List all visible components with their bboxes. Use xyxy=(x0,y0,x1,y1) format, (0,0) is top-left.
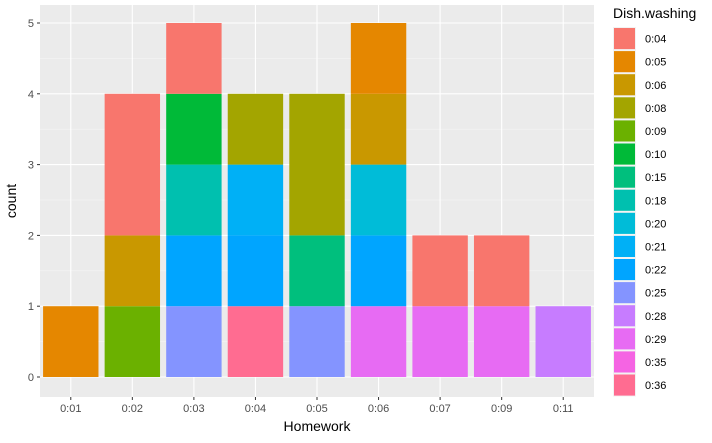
y-tick-label: 2 xyxy=(28,230,34,242)
bar-segment xyxy=(227,164,284,236)
legend-key xyxy=(614,166,635,188)
legend-key xyxy=(614,328,635,350)
legend-label: 0:36 xyxy=(645,380,666,392)
bar-segment xyxy=(412,235,468,307)
legend-key xyxy=(614,212,635,234)
legend-title: Dish.washing xyxy=(613,5,696,21)
legend-label: 0:22 xyxy=(645,265,666,277)
legend-key xyxy=(614,97,635,119)
x-tick-label: 0:11 xyxy=(553,403,574,415)
y-tick-label: 1 xyxy=(28,301,34,313)
legend-label: 0:20 xyxy=(645,218,666,230)
bar-segment xyxy=(166,306,222,377)
legend-key xyxy=(614,143,635,165)
y-axis: 0 1 2 3 4 5 xyxy=(28,18,40,384)
bar-segment xyxy=(412,306,468,377)
legend-label: 0:05 xyxy=(645,57,666,69)
bar-segment xyxy=(350,164,407,236)
x-tick-label: 0:03 xyxy=(183,403,204,415)
y-tick-label: 4 xyxy=(28,89,34,101)
legend-key xyxy=(614,235,635,257)
legend: Dish.washing 0:04 0:05 0:06 0:08 0:09 0:10 0:1… xyxy=(613,5,696,397)
legend-label: 0:25 xyxy=(645,288,666,300)
x-tick-label: 0:05 xyxy=(306,403,327,415)
bars xyxy=(43,23,591,377)
x-axis-title: Homework xyxy=(284,418,352,434)
legend-key xyxy=(614,28,635,50)
x-tick-label: 0:04 xyxy=(245,403,266,415)
bar-segment xyxy=(166,164,222,236)
bar-segment xyxy=(43,306,99,377)
bar-segment xyxy=(166,93,222,165)
bar-segment xyxy=(289,93,345,236)
x-tick-label: 0:09 xyxy=(491,403,512,415)
x-tick-label: 0:01 xyxy=(60,403,81,415)
legend-label: 0:15 xyxy=(645,172,666,184)
legend-key xyxy=(614,351,635,373)
bar-segment xyxy=(350,93,407,165)
bar-segment xyxy=(227,93,284,165)
bar-segment xyxy=(473,235,530,307)
bar-segment xyxy=(535,306,591,377)
legend-label: 0:35 xyxy=(645,357,666,369)
y-axis-title: count xyxy=(3,184,19,218)
bar-segment xyxy=(350,235,407,307)
legend-key xyxy=(614,374,635,396)
bar-segment xyxy=(227,235,284,307)
legend-label: 0:04 xyxy=(645,34,666,46)
legend-key xyxy=(614,305,635,327)
legend-key xyxy=(614,51,635,73)
legend-key xyxy=(614,74,635,96)
legend-label: 0:10 xyxy=(645,149,666,161)
bar-segment xyxy=(350,23,407,94)
legend-label: 0:18 xyxy=(645,195,666,207)
legend-label: 0:21 xyxy=(645,241,666,253)
y-tick-label: 5 xyxy=(28,18,34,30)
bar-segment xyxy=(104,93,161,236)
bar-segment xyxy=(289,235,345,307)
bar-segment xyxy=(166,235,222,307)
x-tick-label: 0:07 xyxy=(429,403,450,415)
x-tick-label: 0:02 xyxy=(122,403,143,415)
y-tick-label: 0 xyxy=(28,372,34,384)
legend-label: 0:06 xyxy=(645,80,666,92)
bar-segment xyxy=(104,306,161,377)
legend-key xyxy=(614,259,635,281)
legend-key xyxy=(614,282,635,304)
bar-segment xyxy=(473,306,530,377)
x-axis: 0:01 0:02 0:03 0:04 0:05 0:06 0:07 0:09 0:11 xyxy=(60,397,574,415)
bar-segment xyxy=(166,23,222,94)
x-tick-label: 0:06 xyxy=(368,403,389,415)
legend-label: 0:08 xyxy=(645,103,666,115)
bar-segment xyxy=(227,306,284,377)
legend-label: 0:09 xyxy=(645,126,666,138)
bar-segment xyxy=(350,306,407,377)
legend-key xyxy=(614,120,635,142)
bar-segment xyxy=(289,306,345,377)
legend-label: 0:28 xyxy=(645,311,666,323)
legend-label: 0:29 xyxy=(645,334,666,346)
legend-key xyxy=(614,189,635,211)
bar-segment xyxy=(104,235,161,307)
y-tick-label: 3 xyxy=(28,160,34,172)
